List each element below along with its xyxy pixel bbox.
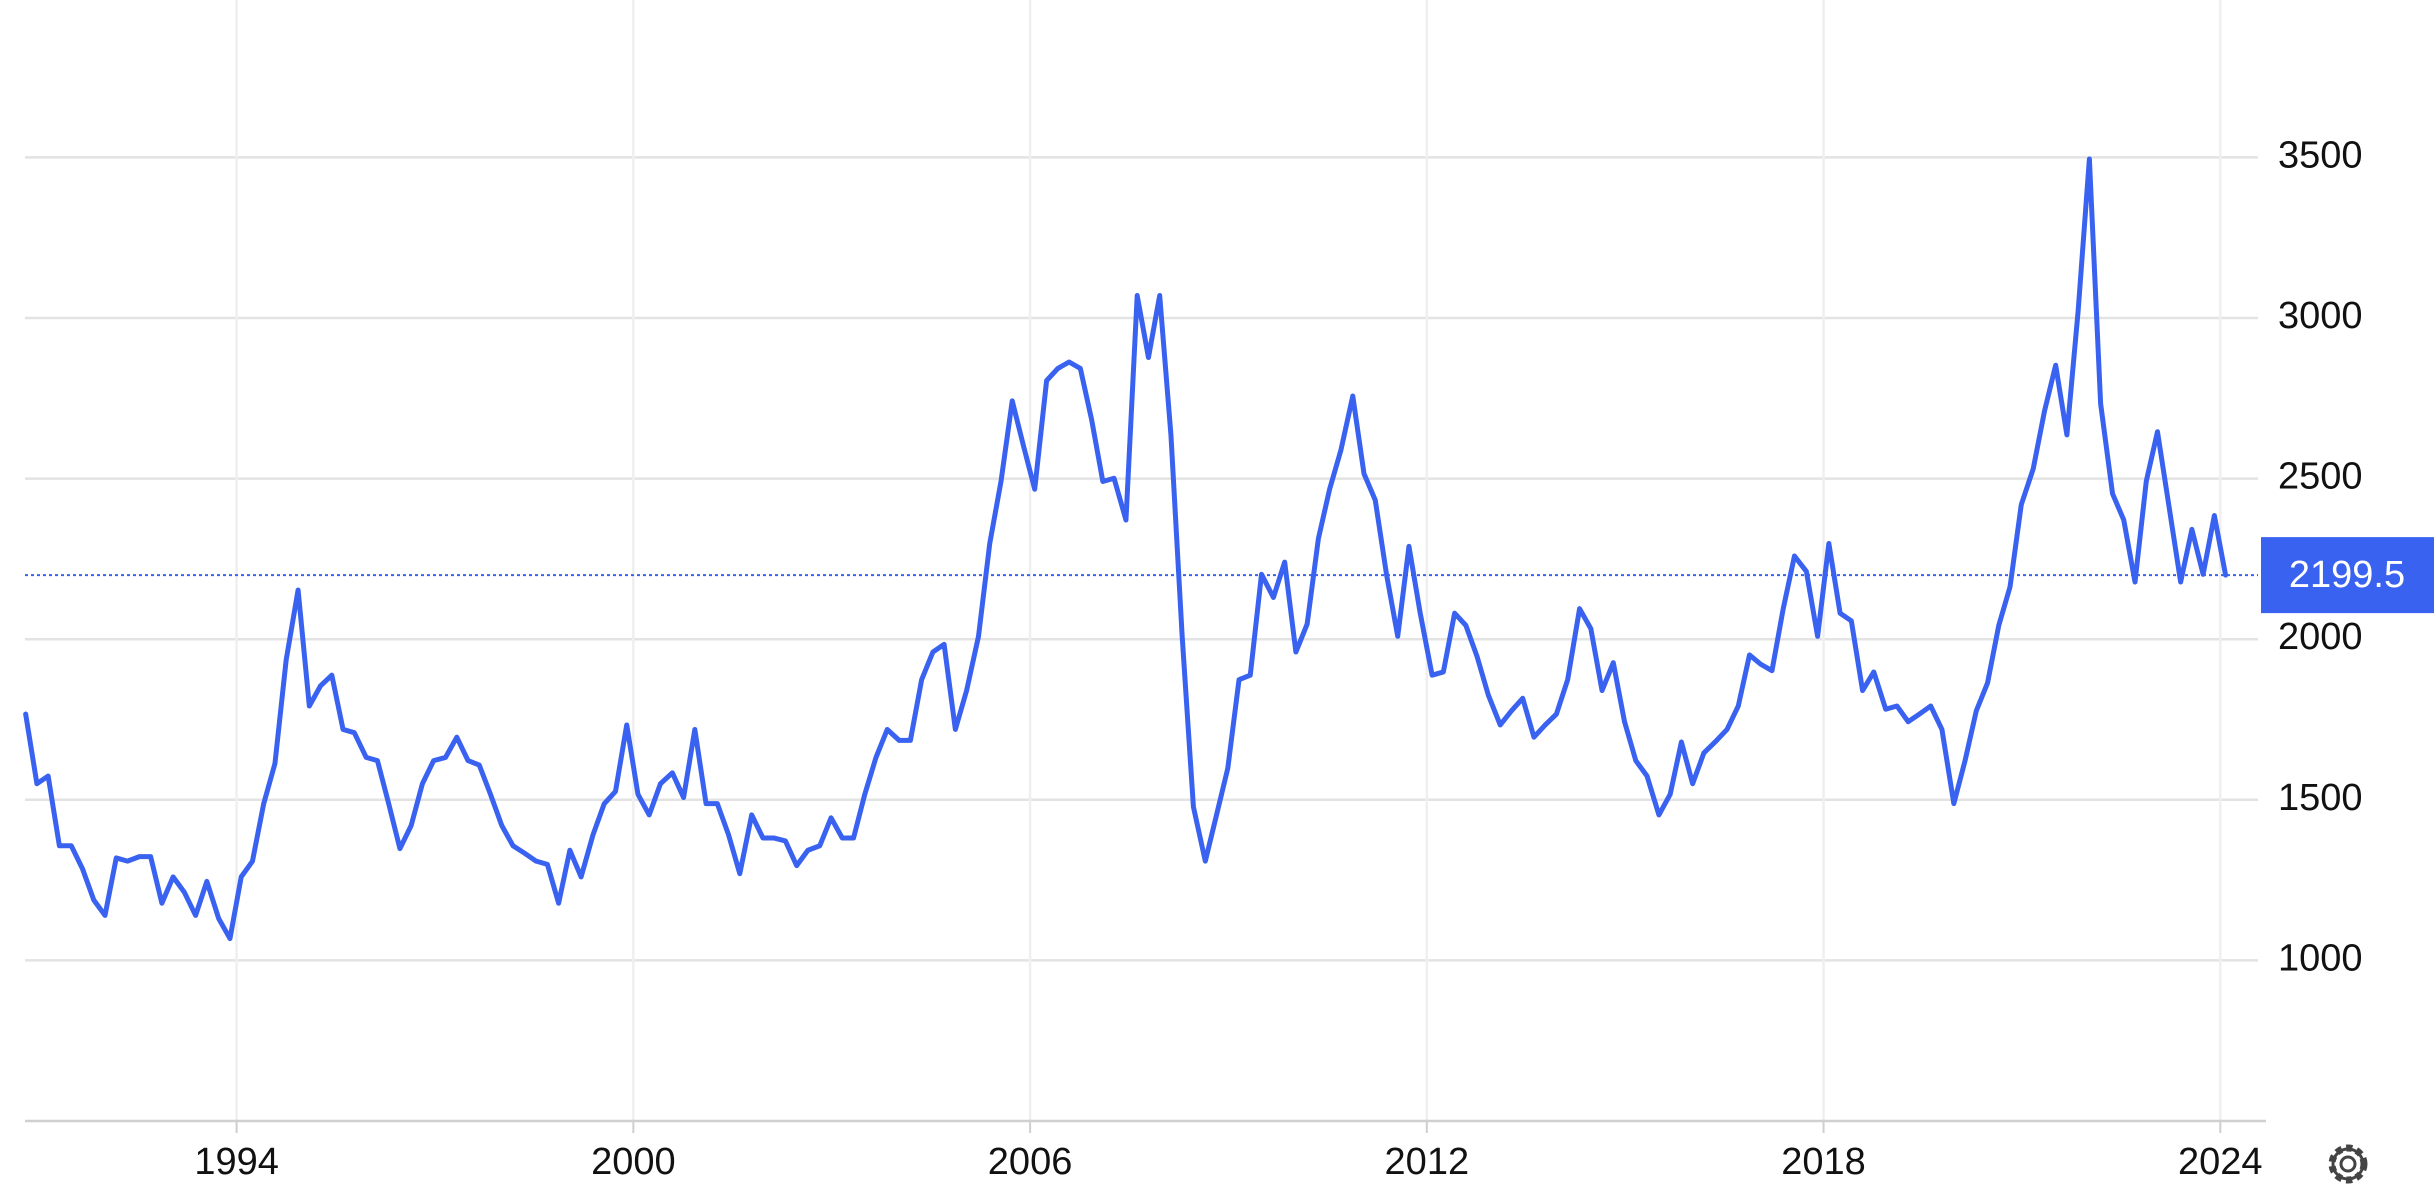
x-tick-label: 1994 [194, 1141, 279, 1183]
x-tick-label: 2024 [2178, 1141, 2263, 1183]
last-value-label: 2199.5 [2289, 554, 2405, 596]
price-line [23, 156, 2229, 942]
y-tick-label: 1500 [2278, 777, 2363, 819]
x-tick-label: 2006 [988, 1141, 1073, 1183]
y-tick-label: 2500 [2278, 456, 2363, 498]
x-tick-label: 2012 [1385, 1141, 1470, 1183]
y-tick-label: 3000 [2278, 295, 2363, 337]
x-tick-label: 2000 [591, 1141, 676, 1183]
settings-icon[interactable] [2328, 1144, 2368, 1184]
last-value-badge [2261, 537, 2434, 614]
y-tick-label: 2000 [2278, 616, 2363, 658]
y-tick-label: 1000 [2278, 937, 2363, 979]
x-tick-label: 2018 [1781, 1141, 1866, 1183]
y-tick-label: 3500 [2278, 134, 2363, 176]
